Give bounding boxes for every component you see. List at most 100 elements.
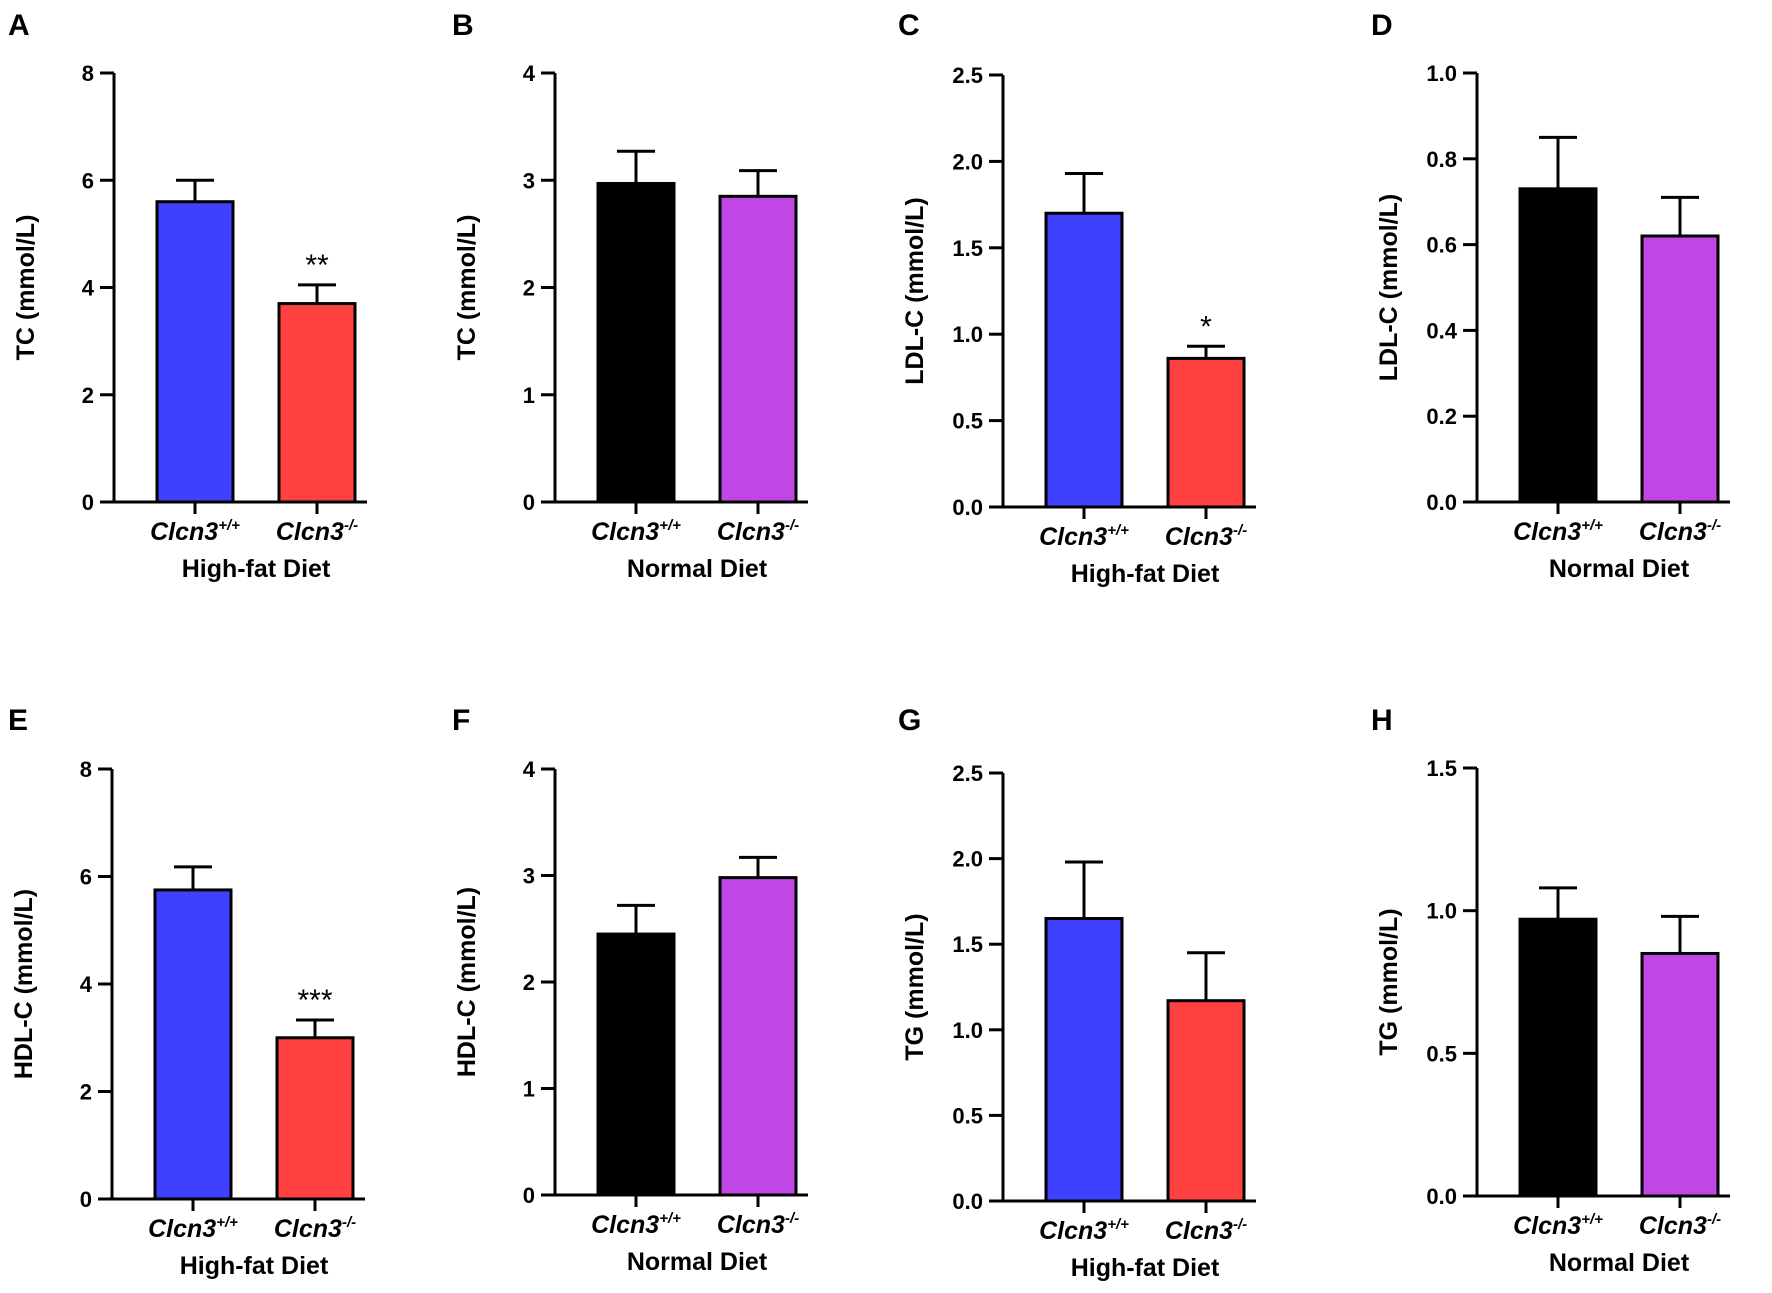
y-axis-title: TG (mmol/L): [1375, 908, 1403, 1055]
y-tick-label: 1.5: [952, 932, 983, 957]
significance-marker: *: [1200, 310, 1212, 343]
y-tick-label: 1.5: [1426, 756, 1457, 781]
y-tick-label: 0.5: [952, 1103, 983, 1128]
y-axis-title: TG (mmol/L): [901, 913, 929, 1060]
x-tick-label: Clcn3-/-: [1165, 522, 1247, 551]
x-tick-label: Clcn3+/+: [1039, 522, 1129, 551]
x-group-label: Normal Diet: [1549, 1249, 1690, 1277]
y-tick-label: 4: [80, 972, 93, 997]
y-tick-label: 0: [82, 490, 94, 515]
bar: [1640, 951, 1720, 1198]
y-tick-label: 3: [523, 864, 535, 889]
x-tick-label: Clcn3-/-: [717, 1210, 799, 1239]
panel-b: B TC (mmol/L) 0 1 2 3 4 Clcn3+/+ Clcn3-/- Normal …: [452, 9, 808, 583]
y-tick-label: 0: [80, 1187, 92, 1212]
y-axis-title: HDL-C (mmol/L): [453, 887, 481, 1077]
y-tick-label: 2: [82, 383, 94, 408]
y-tick-label: 0.4: [1426, 318, 1457, 343]
y-tick-label: 2: [80, 1080, 92, 1105]
y-tick-label: 4: [523, 61, 536, 86]
panel-e: E HDL-C (mmol/L) 0 2 4 6 8 Clcn3+/+ Clcn3-/- *** H…: [8, 704, 365, 1280]
bar: [1044, 917, 1124, 1203]
y-tick-label: 4: [82, 276, 95, 301]
x-tick-label: Clcn3-/-: [717, 517, 799, 546]
panel-letter: A: [8, 9, 30, 42]
bar: [1518, 187, 1598, 504]
bar: [1640, 234, 1720, 504]
x-tick-label: Clcn3+/+: [148, 1214, 238, 1243]
x-group-label: High-fat Diet: [1071, 1254, 1220, 1282]
bar: [1166, 999, 1246, 1203]
y-tick-label: 6: [82, 168, 94, 193]
y-tick-label: 1.0: [952, 322, 983, 347]
bar: [275, 1036, 355, 1201]
x-group-label: High-fat Diet: [180, 1252, 329, 1280]
y-axis-title: LDL-C (mmol/L): [1375, 194, 1403, 381]
x-group-label: Normal Diet: [627, 555, 768, 583]
y-tick-label: 2: [523, 970, 535, 995]
y-tick-label: 1.0: [1426, 61, 1457, 86]
bar: [1044, 211, 1124, 509]
x-tick-label: Clcn3+/+: [591, 1210, 681, 1239]
bar: [277, 302, 357, 504]
x-tick-label: Clcn3+/+: [150, 517, 240, 546]
bar: [153, 888, 233, 1201]
panel-a: A TC (mmol/L) 0 2 4 6 8 Clcn3+/+ Clcn3-/- ** High-…: [8, 9, 367, 583]
x-group-label: High-fat Diet: [1071, 560, 1220, 588]
bar: [1166, 356, 1246, 509]
x-tick-label: Clcn3+/+: [1039, 1216, 1129, 1245]
x-tick-label: Clcn3+/+: [591, 517, 681, 546]
x-tick-label: Clcn3-/-: [1165, 1216, 1247, 1245]
x-tick-label: Clcn3-/-: [1639, 517, 1721, 546]
y-tick-label: 1.0: [1426, 899, 1457, 924]
bar: [718, 876, 798, 1197]
y-tick-label: 2.5: [952, 63, 983, 88]
panel-g: G TG (mmol/L) 0.0 0.5 1.0 1.5 2.0 2.5 Clcn3+/+ Cl…: [898, 704, 1256, 1282]
bar: [596, 932, 676, 1197]
y-tick-label: 2: [523, 276, 535, 301]
y-tick-label: 1: [523, 1077, 535, 1102]
bar: [596, 181, 676, 504]
significance-marker: **: [305, 249, 329, 282]
x-tick-label: Clcn3-/-: [1639, 1211, 1721, 1240]
y-tick-label: 2.5: [952, 761, 983, 786]
y-tick-label: 1: [523, 383, 535, 408]
bar: [155, 200, 235, 504]
panel-c: C LDL-C (mmol/L) 0.0 0.5 1.0 1.5 2.0 2.5 Clcn3+/…: [898, 9, 1256, 588]
panel-letter: H: [1371, 704, 1393, 737]
y-tick-label: 6: [80, 865, 92, 890]
y-tick-label: 0.5: [952, 409, 983, 434]
y-tick-label: 8: [82, 61, 94, 86]
y-tick-label: 0.0: [952, 1189, 983, 1214]
y-tick-label: 0: [523, 490, 535, 515]
y-axis-title: HDL-C (mmol/L): [10, 889, 38, 1079]
panel-letter: E: [8, 704, 28, 737]
y-axis-title: LDL-C (mmol/L): [901, 197, 929, 384]
significance-marker: ***: [297, 984, 332, 1017]
bar: [718, 194, 798, 504]
panel-letter: D: [1371, 9, 1393, 42]
x-tick-label: Clcn3+/+: [1513, 517, 1603, 546]
y-tick-label: 0.5: [1426, 1041, 1457, 1066]
y-tick-label: 2.0: [952, 149, 983, 174]
y-tick-label: 1.0: [952, 1018, 983, 1043]
panel-d: D LDL-C (mmol/L) 0.0 0.2 0.4 0.6 0.8 1.0 Clcn3+/…: [1371, 9, 1730, 583]
y-tick-label: 2.0: [952, 847, 983, 872]
y-axis-title: TC (mmol/L): [453, 215, 481, 361]
panel-letter: C: [898, 9, 920, 42]
x-group-label: High-fat Diet: [182, 555, 331, 583]
panel-h: H TG (mmol/L) 0.0 0.5 1.0 1.5 Clcn3+/+ Clcn3-/-…: [1371, 704, 1730, 1277]
bar: [1518, 917, 1598, 1198]
y-tick-label: 3: [523, 168, 535, 193]
x-tick-label: Clcn3-/-: [274, 1214, 356, 1243]
y-tick-label: 0.0: [1426, 490, 1457, 515]
x-tick-label: Clcn3+/+: [1513, 1211, 1603, 1240]
y-tick-label: 0.2: [1426, 404, 1457, 429]
y-tick-label: 8: [80, 757, 92, 782]
panel-f: F HDL-C (mmol/L) 0 1 2 3 4 Clcn3+/+ Clcn3-/- Norm…: [452, 704, 808, 1276]
panel-letter: B: [452, 9, 474, 42]
y-tick-label: 0.6: [1426, 233, 1457, 258]
y-tick-label: 1.5: [952, 236, 983, 261]
panel-letter: F: [452, 704, 470, 737]
